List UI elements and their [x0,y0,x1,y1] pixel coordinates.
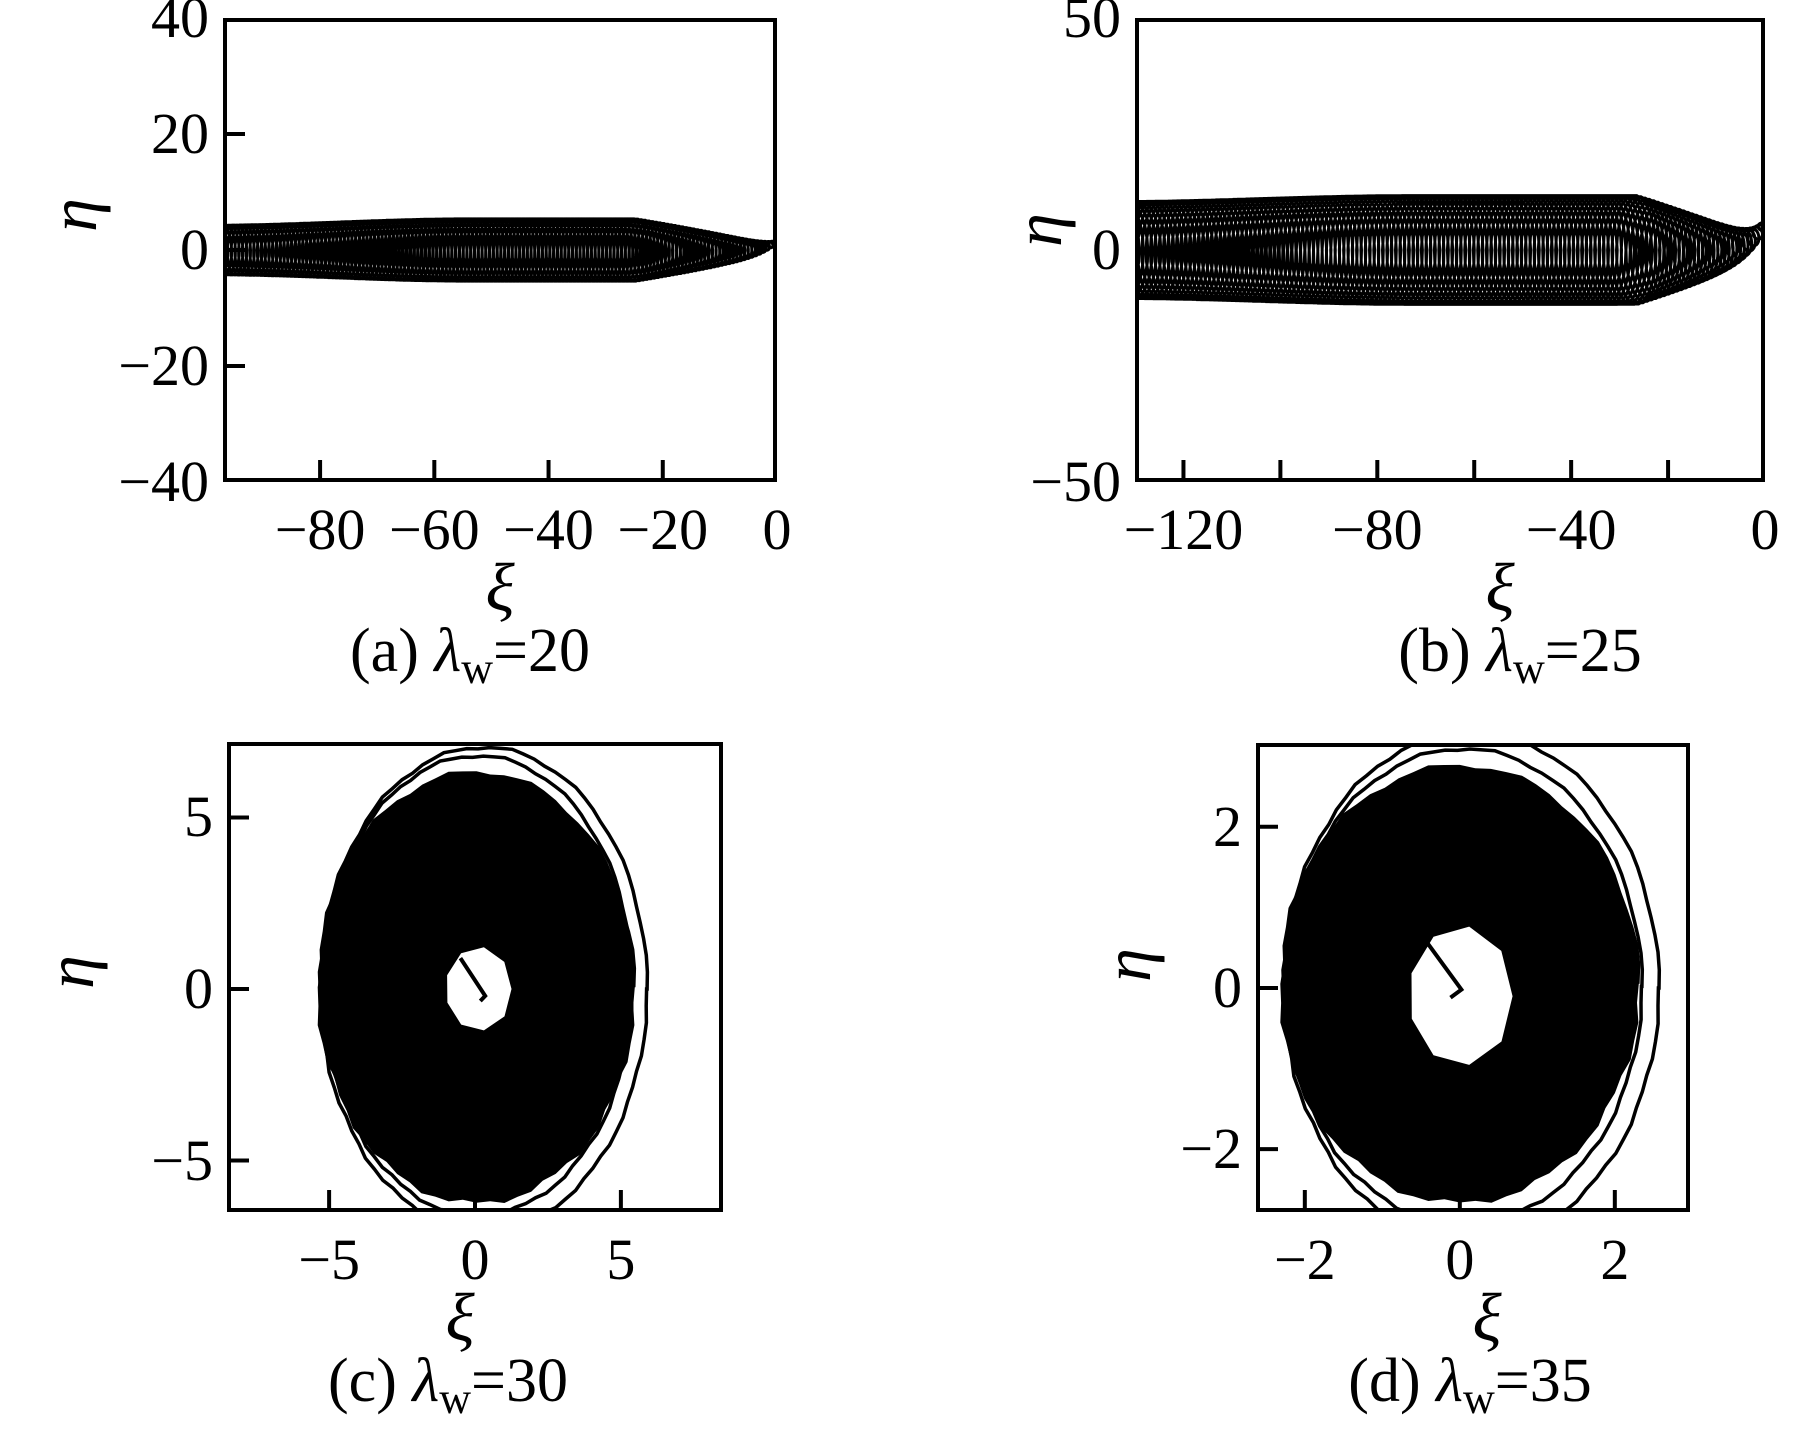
transient-line [458,957,488,1003]
x-tick-label: 5 [606,1227,636,1292]
panel-a-caption: (a) λw=20 [210,616,730,693]
axes-box [223,18,777,482]
x-tick-label: −80 [274,497,366,562]
panel-d-plot-area [1256,743,1690,1212]
phase-trajectory-band [1139,194,1761,306]
panel-a-xi-label: ξ [485,549,515,625]
outer-contour-loop [1282,747,1645,1208]
y-tick-label: −50 [1030,449,1121,514]
x-tick-label: −120 [1123,497,1244,562]
outer-contour-loop [317,746,650,1208]
caption-value: =20 [492,617,590,685]
axes-box [1256,743,1690,1212]
caption-index: (a) [350,617,435,685]
panel-c-xi-label: ξ [445,1279,475,1355]
x-tick-label: −5 [298,1227,360,1292]
x-tick-label: 0 [1750,497,1780,562]
caption-sub: w [461,644,493,694]
panel-b-xi-label: ξ [1485,549,1515,625]
y-tick-label: 2 [1213,793,1242,859]
outer-contour-loop [320,754,635,1208]
caption-lambda: λ [1436,1347,1463,1415]
y-tick-label: 0 [184,956,213,1021]
y-tick-label: 20 [151,101,209,166]
caption-value: =30 [470,1347,568,1415]
trajectory-layer [1280,747,1662,1208]
y-tick-label: −2 [1180,1116,1242,1182]
transient-line [1423,938,1465,1000]
y-tick-label: 50 [1063,0,1121,50]
phase-trajectory-band [227,217,773,283]
y-tick-label: 5 [184,784,213,850]
caption-index: (b) [1398,617,1487,685]
y-tick-label: 40 [151,0,209,50]
x-tick-label: 0 [762,497,792,562]
x-tick-label: −40 [1525,497,1617,562]
x-tick-label: 0 [460,1227,490,1292]
axes-box [227,742,723,1212]
phase-trajectory-annulus [317,771,637,1203]
x-tick-label: −20 [617,497,709,562]
caption-sub: w [439,1374,471,1424]
caption-index: (c) [328,1347,413,1415]
trajectory-layer [317,746,650,1208]
caption-lambda: λ [1486,617,1513,685]
caption-sub: w [1462,1374,1495,1424]
trajectory-layer [1139,194,1761,306]
y-tick-label: 0 [1092,217,1121,282]
x-tick-label: −40 [503,497,594,562]
x-tick-label: −60 [388,497,480,562]
trajectory-layer [227,217,773,283]
y-tick-label: 0 [1213,954,1242,1020]
caption-value: =25 [1544,617,1642,685]
caption-sub: w [1512,644,1545,694]
panel-d-caption: (d) λw=35 [1210,1346,1730,1423]
panel-c-caption: (c) λw=30 [188,1346,708,1423]
panel-b-caption: (b) λw=25 [1260,616,1780,693]
y-tick-label: −40 [118,449,209,514]
y-tick-label: −20 [118,333,209,398]
panel-a-plot-area [223,18,777,482]
caption-value: =35 [1494,1347,1592,1415]
caption-lambda: λ [412,1347,440,1415]
x-tick-label: 2 [1600,1227,1630,1292]
panel-b-plot-area [1135,18,1765,482]
panel-c-plot-area [227,742,723,1212]
y-tick-label: 0 [180,217,209,282]
caption-lambda: λ [434,617,462,685]
x-tick-label: 0 [1445,1227,1475,1292]
phase-trajectory-annulus [1280,764,1641,1203]
y-tick-label: −5 [151,1127,213,1193]
axes-box [1135,18,1765,482]
x-tick-label: −80 [1331,497,1423,562]
panel-d-xi-label: ξ [1472,1279,1502,1355]
caption-index: (d) [1348,1347,1437,1415]
x-tick-label: −2 [1273,1227,1336,1292]
